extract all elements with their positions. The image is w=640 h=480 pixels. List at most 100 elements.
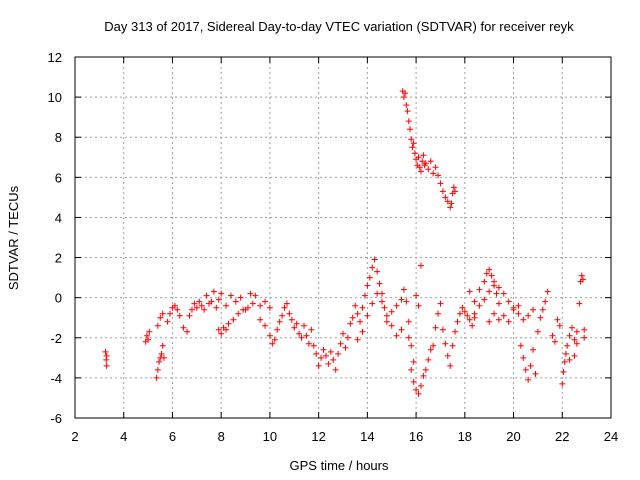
data-point — [435, 172, 442, 179]
data-point — [569, 324, 576, 331]
data-point — [342, 344, 349, 351]
data-point — [413, 386, 420, 393]
data-point — [405, 334, 412, 341]
data-point — [430, 170, 437, 177]
data-point — [505, 298, 512, 305]
y-tick-label: -4 — [50, 371, 62, 386]
data-point — [201, 306, 208, 313]
data-point — [218, 330, 225, 337]
data-point — [191, 300, 198, 307]
data-point — [160, 354, 167, 361]
data-point — [486, 288, 493, 295]
data-point — [469, 322, 476, 329]
data-point — [330, 356, 337, 363]
data-point — [483, 270, 490, 277]
data-point — [532, 370, 539, 377]
data-point — [354, 336, 361, 343]
y-tick-label: 2 — [55, 251, 62, 266]
data-point — [315, 362, 322, 369]
data-point — [262, 322, 269, 329]
x-tick-label: 18 — [458, 429, 472, 444]
data-point — [442, 194, 449, 201]
data-point — [481, 296, 488, 303]
data-point — [167, 310, 174, 317]
data-point — [520, 316, 527, 323]
data-point — [410, 358, 417, 365]
data-point — [495, 316, 502, 323]
data-point — [145, 336, 152, 343]
data-point — [347, 320, 354, 327]
data-point — [369, 264, 376, 271]
data-point — [559, 380, 566, 387]
data-point — [566, 332, 573, 339]
data-point — [405, 118, 412, 125]
data-point — [320, 346, 327, 353]
data-point — [335, 350, 342, 357]
data-point — [154, 322, 161, 329]
data-point — [425, 166, 432, 173]
data-point — [495, 300, 502, 307]
data-point — [530, 306, 537, 313]
data-point — [305, 340, 312, 347]
x-tick-label: 12 — [311, 429, 325, 444]
data-point — [437, 300, 444, 307]
y-tick-label: 8 — [55, 130, 62, 145]
data-point — [454, 318, 461, 325]
data-point — [505, 318, 512, 325]
data-point — [223, 302, 230, 309]
data-point — [581, 326, 588, 333]
data-point — [549, 332, 556, 339]
data-point — [439, 326, 446, 333]
data-point — [556, 322, 563, 329]
data-point — [400, 94, 407, 101]
data-point — [378, 298, 385, 305]
data-point — [466, 288, 473, 295]
data-point — [180, 324, 187, 331]
x-tick-label: 14 — [360, 429, 374, 444]
data-point — [257, 316, 264, 323]
x-tick-label: 24 — [604, 429, 618, 444]
data-point — [218, 290, 225, 297]
data-point — [159, 310, 166, 317]
x-tick-label: 22 — [555, 429, 569, 444]
data-point — [359, 304, 366, 311]
data-point — [357, 318, 364, 325]
y-tick-label: -2 — [50, 331, 62, 346]
data-point — [466, 316, 473, 323]
x-tick-label: 8 — [218, 429, 225, 444]
data-point — [447, 362, 454, 369]
data-point — [413, 292, 420, 299]
data-point — [527, 362, 534, 369]
data-point — [143, 332, 150, 339]
data-point — [471, 310, 478, 317]
data-point — [539, 306, 546, 313]
data-point — [366, 274, 373, 281]
data-points — [102, 88, 588, 397]
data-point — [332, 366, 339, 373]
data-point — [327, 348, 334, 355]
data-point — [481, 278, 488, 285]
data-point — [525, 312, 532, 319]
data-point — [376, 280, 383, 287]
data-point — [374, 290, 381, 297]
y-tick-label: 6 — [55, 170, 62, 185]
data-point — [310, 342, 317, 349]
data-point — [398, 326, 405, 333]
data-point — [318, 354, 325, 361]
y-tick-label: 4 — [55, 210, 62, 225]
data-point — [476, 302, 483, 309]
data-point — [493, 290, 500, 297]
data-point — [340, 330, 346, 337]
x-tick-label: 6 — [169, 429, 176, 444]
data-point — [288, 316, 295, 323]
data-point — [530, 346, 537, 353]
data-point — [146, 328, 153, 335]
data-point — [237, 294, 244, 301]
data-point — [411, 150, 418, 157]
data-point — [500, 312, 507, 319]
data-point — [450, 184, 457, 191]
data-point — [164, 318, 171, 325]
data-point — [578, 272, 585, 279]
